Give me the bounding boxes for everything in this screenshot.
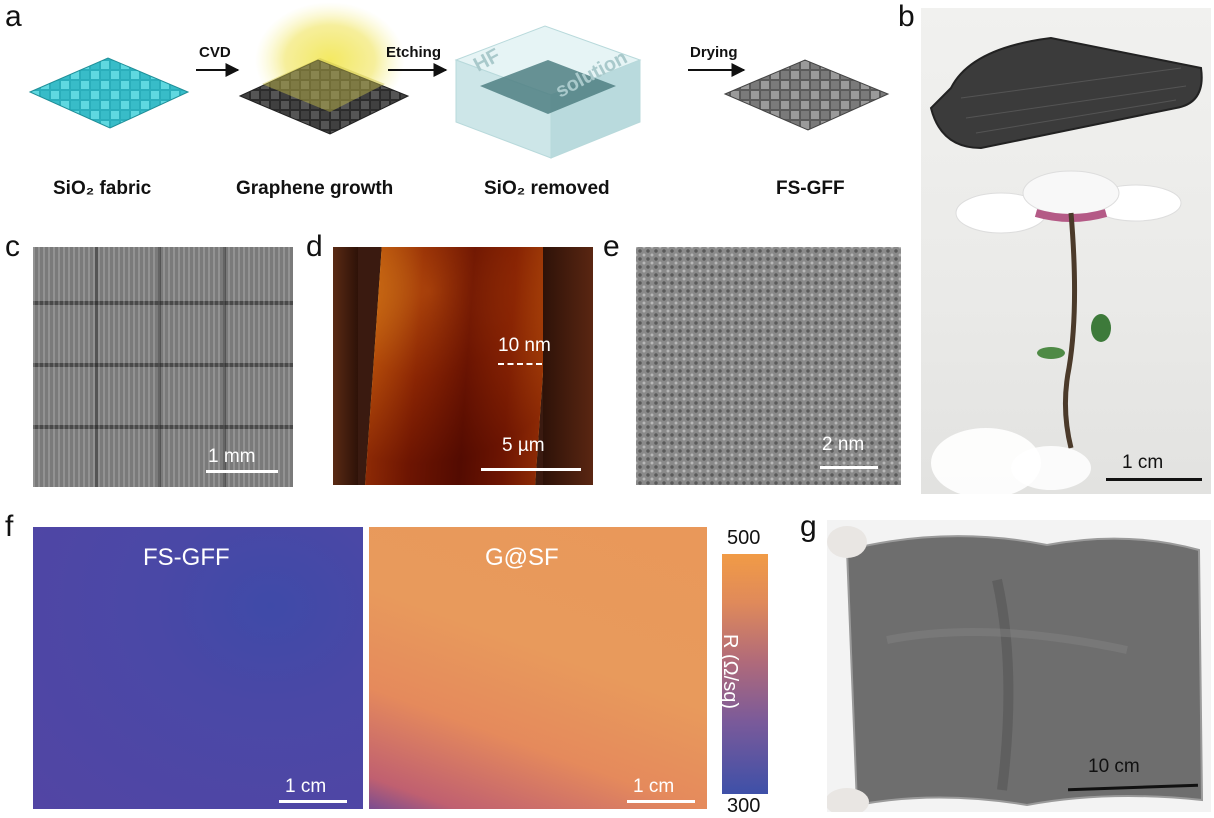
- map-title-g-at-sf: G@SF: [485, 544, 559, 571]
- photo-large-fabric: [827, 520, 1211, 812]
- panel-label-b: b: [898, 0, 915, 33]
- hf-solution-tank-illustration: HF solution: [454, 25, 642, 159]
- scalebar-c-label: 1 mm: [208, 446, 256, 467]
- caption-graphene-growth: Graphene growth: [236, 178, 394, 199]
- photo-fabric-on-flower: [921, 8, 1211, 494]
- panel-label-e: e: [603, 230, 620, 263]
- caption-sio2-fabric: SiO₂ fabric: [53, 178, 152, 199]
- tem-lattice-image: [636, 247, 901, 485]
- caption-sio2-removed: SiO₂ removed: [484, 178, 610, 199]
- scalebar-d-label: 5 µm: [502, 435, 545, 456]
- step-label-drying: Drying: [690, 44, 738, 61]
- panel-label-a: a: [5, 0, 22, 33]
- fs-gff-illustration: [723, 59, 890, 131]
- panel-label-c: c: [5, 230, 20, 263]
- scalebar-f-right: [627, 800, 695, 803]
- afm-profile-label: 10 nm: [498, 335, 551, 356]
- scalebar-b-label: 1 cm: [1122, 452, 1164, 473]
- scalebar-g-label: 10 cm: [1088, 756, 1140, 777]
- scalebar-f-left-label: 1 cm: [285, 776, 327, 797]
- scalebar-f-right-label: 1 cm: [633, 776, 675, 797]
- scalebar-c: [206, 470, 278, 473]
- afm-profile-line: [498, 363, 542, 365]
- map-title-fs-gff: FS-GFF: [143, 544, 230, 571]
- colorbar-label: R (Ω/sq): [718, 634, 741, 709]
- resistance-map-fs-gff: [33, 527, 363, 809]
- panel-label-g: g: [800, 510, 817, 543]
- colorbar-min: 300: [727, 795, 761, 817]
- panel-label-d: d: [306, 230, 323, 263]
- sio2-fabric-illustration: [28, 57, 190, 129]
- scalebar-e: [820, 466, 878, 469]
- scalebar-f-left: [279, 800, 347, 803]
- process-schematic: HF solution: [28, 2, 890, 159]
- afm-image: [333, 247, 593, 485]
- caption-fs-gff: FS-GFF: [776, 178, 845, 199]
- scalebar-e-label: 2 nm: [822, 434, 865, 455]
- resistance-map-g-at-sf: [369, 527, 707, 809]
- panel-label-f: f: [5, 510, 14, 543]
- graphene-growth-illustration: [238, 2, 410, 135]
- step-label-etching: Etching: [386, 44, 441, 61]
- sem-image-fabric-weave: [33, 247, 293, 487]
- colorbar: [722, 554, 768, 794]
- colorbar-max: 500: [727, 527, 761, 549]
- step-label-cvd: CVD: [199, 44, 231, 61]
- scalebar-b: [1106, 478, 1202, 481]
- scalebar-d: [481, 468, 581, 471]
